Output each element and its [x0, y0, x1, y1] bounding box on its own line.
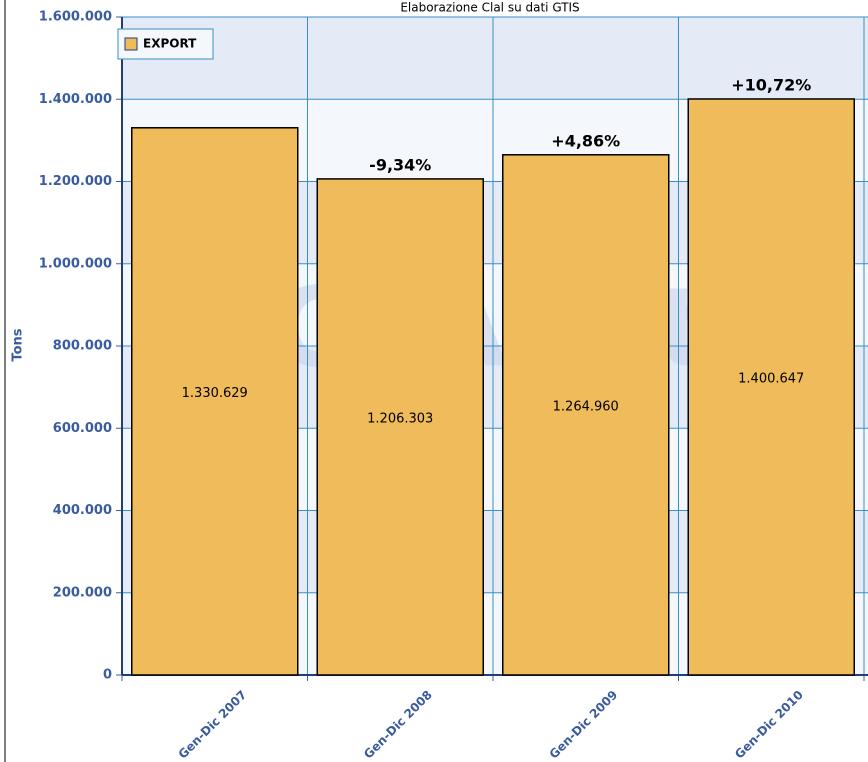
plot-band — [122, 17, 868, 100]
y-tick-label: 1.400.000 — [39, 92, 112, 107]
y-axis-label: Tons — [11, 328, 26, 361]
legend-swatch — [124, 37, 138, 51]
value-label: 1.330.629 — [182, 386, 248, 401]
growth-label: +10,72% — [731, 75, 811, 94]
y-tick-label: 1.000.000 — [39, 256, 112, 271]
bar — [502, 154, 670, 676]
bar — [131, 127, 299, 676]
chart-title: Elaborazione Clal su dati GTIS — [400, 1, 579, 15]
y-tick-label: 800.000 — [53, 339, 112, 354]
y-tick-label: 200.000 — [53, 585, 112, 600]
growth-label: +4,86% — [551, 131, 620, 150]
value-label: 1.206.303 — [367, 411, 433, 426]
legend-label: EXPORT — [143, 37, 197, 51]
value-label: 1.264.960 — [553, 399, 619, 414]
growth-label: -9,34% — [369, 155, 431, 174]
bar — [316, 178, 484, 676]
y-tick-label: 1.600.000 — [39, 10, 112, 25]
y-tick-label: 600.000 — [53, 421, 112, 436]
value-label: 1.400.647 — [738, 371, 804, 386]
y-tick-label: 1.200.000 — [39, 174, 112, 189]
y-tick-label: 400.000 — [53, 503, 112, 518]
y-tick-label: 0 — [103, 668, 112, 683]
bar — [687, 98, 855, 676]
